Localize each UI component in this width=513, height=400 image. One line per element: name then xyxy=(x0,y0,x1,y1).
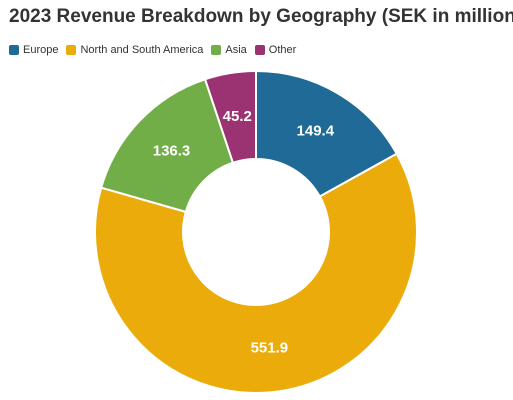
legend-label-asia: Asia xyxy=(225,44,247,56)
legend-item-other[interactable]: Other xyxy=(254,44,297,56)
legend-swatch-europe xyxy=(9,45,19,55)
legend-item-asia[interactable]: Asia xyxy=(211,44,247,56)
legend-swatch-americas xyxy=(66,45,77,55)
value-label-asia: 136.3 xyxy=(153,143,191,160)
value-label-north-and-south-america: 551.9 xyxy=(251,340,289,357)
legend-label-europe: Europe xyxy=(23,44,59,56)
slice-north-and-south-america[interactable] xyxy=(94,152,418,394)
legend-item-americas[interactable]: North and South America xyxy=(66,44,203,56)
legend-swatch-other xyxy=(254,45,265,55)
legend-label-americas: North and South America xyxy=(80,44,204,56)
legend-swatch-asia xyxy=(211,45,222,55)
chart-title: 2023 Revenue Breakdown by Geography (SEK… xyxy=(9,6,513,27)
legend-label-other: Other xyxy=(268,44,297,56)
legend-item-europe[interactable]: Europe xyxy=(9,44,58,56)
slice-europe[interactable] xyxy=(255,70,398,198)
value-label-europe: 149.4 xyxy=(297,123,335,140)
legend: Europe North and South America Asia Othe… xyxy=(9,44,304,56)
slice-other[interactable] xyxy=(204,70,257,164)
slice-asia[interactable] xyxy=(100,78,234,213)
value-label-other: 45.2 xyxy=(223,108,252,125)
